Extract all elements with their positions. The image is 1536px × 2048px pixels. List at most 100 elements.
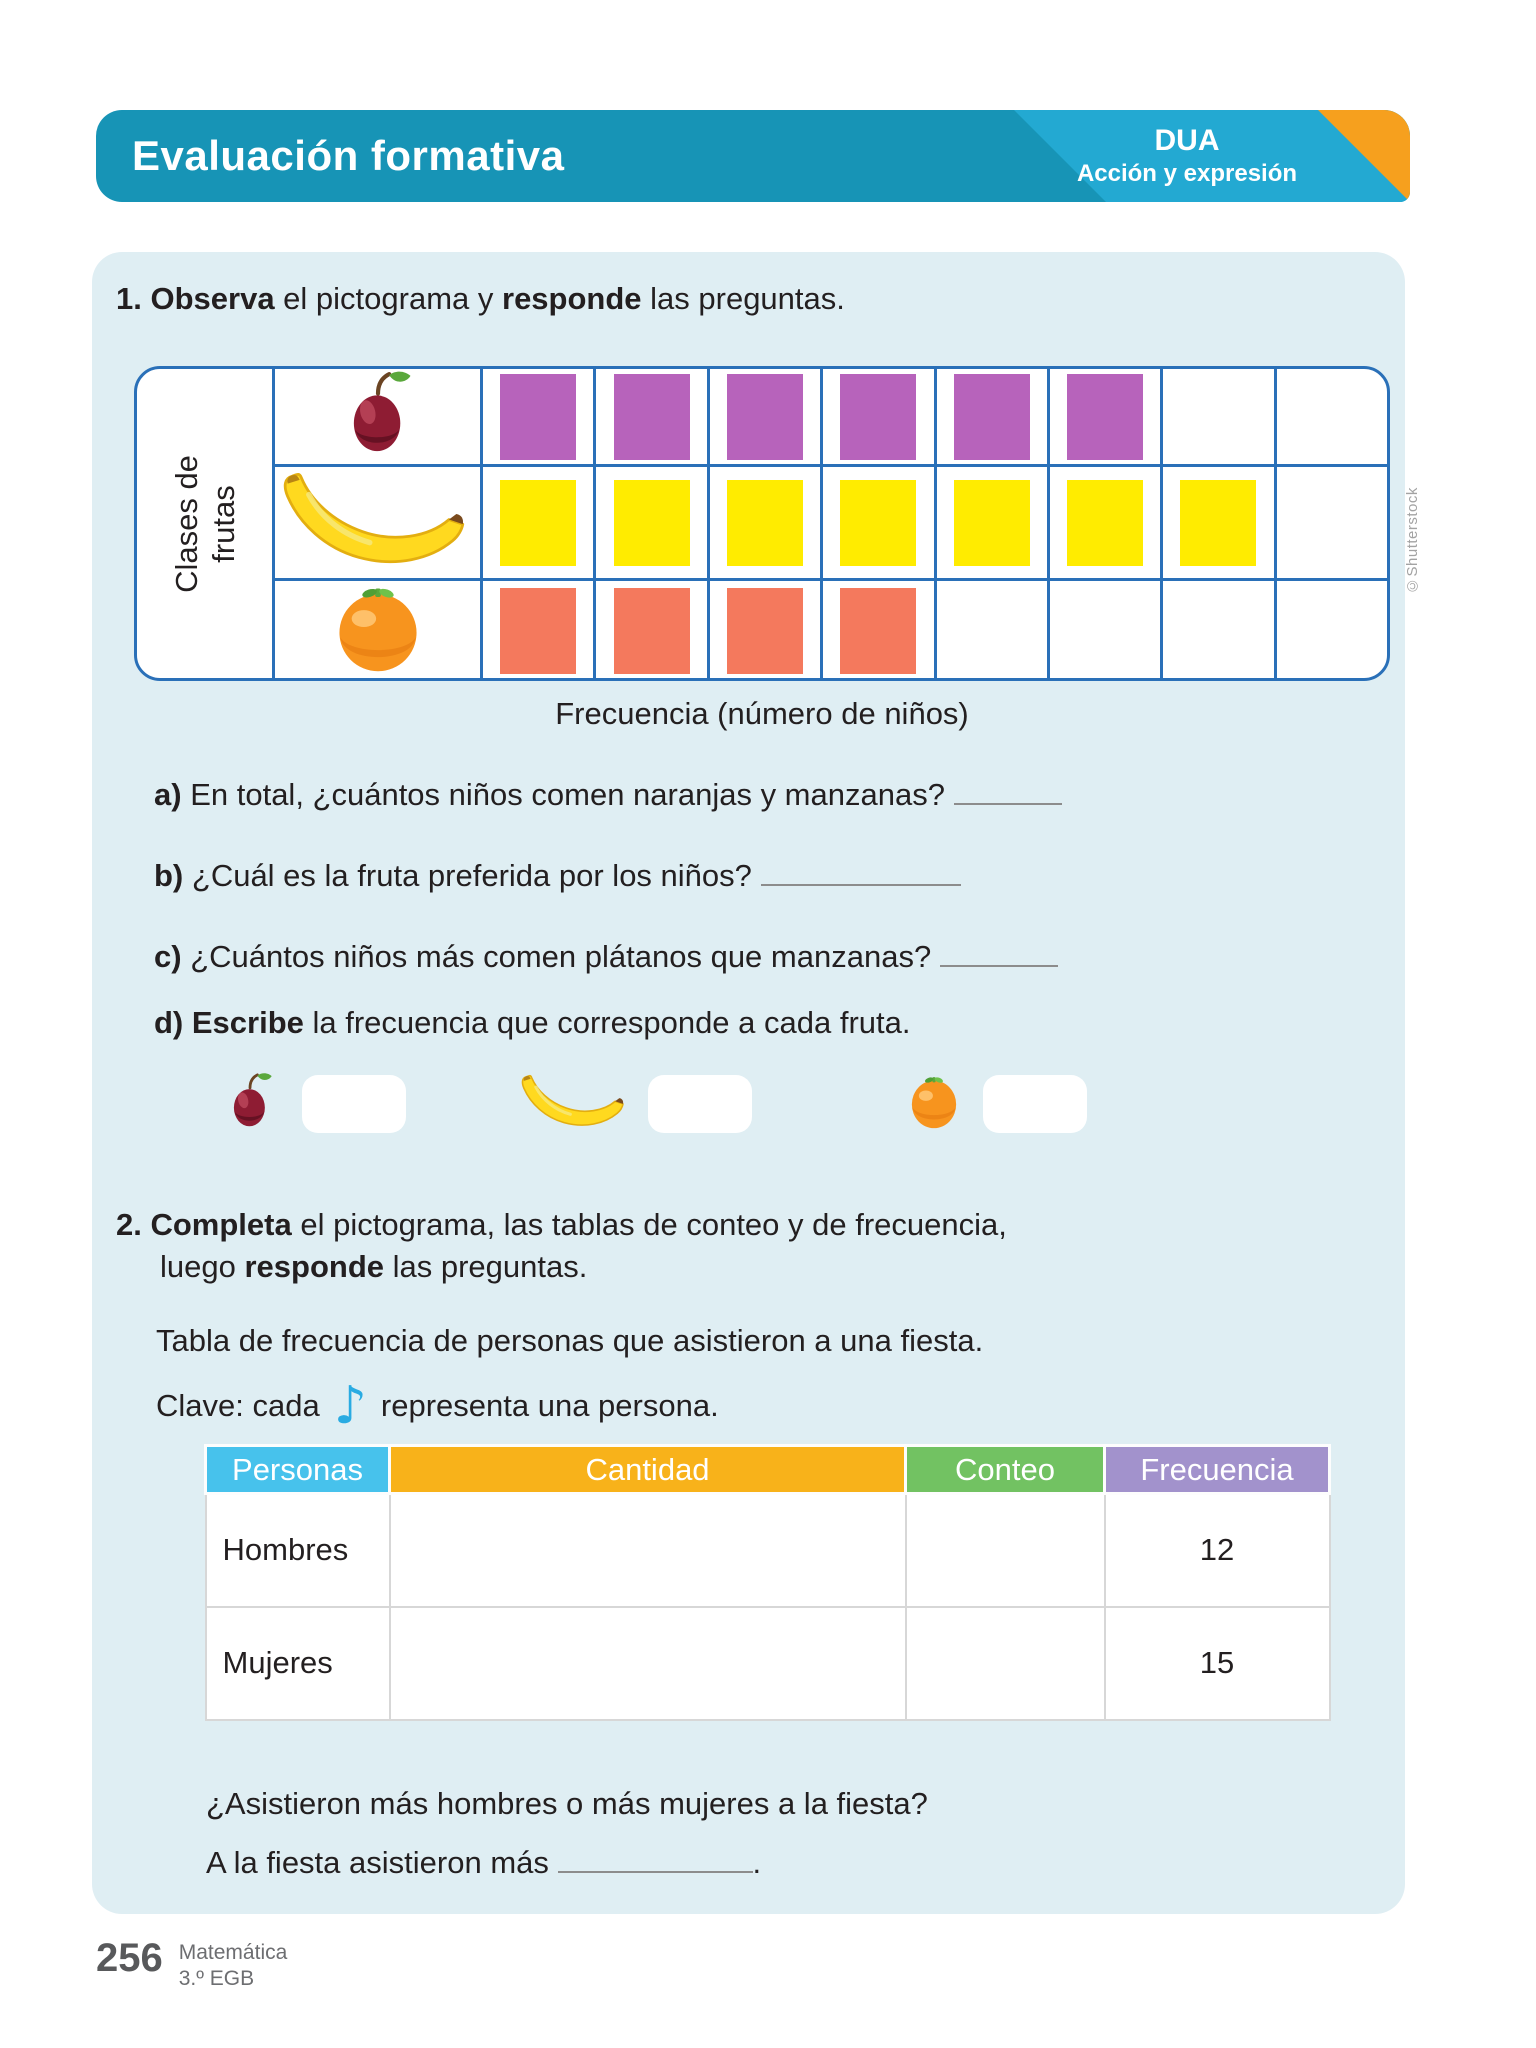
pictogram-square [613, 373, 690, 460]
pictogram-square [840, 373, 917, 460]
banana-icon [520, 1072, 630, 1137]
question-c: c) ¿Cuántos niños más comen plátanos que… [154, 935, 1385, 978]
cell-cantidad-hombres-input[interactable] [388, 1492, 907, 1608]
question-c-text: ¿Cuántos niños más comen plátanos que ma… [181, 939, 940, 974]
answer-blank-a[interactable] [953, 773, 1062, 805]
y-label-line1: Clases de [168, 454, 204, 593]
pictogram-square [1067, 479, 1144, 566]
pictogram-cell [1160, 467, 1273, 578]
apple-icon [224, 1072, 276, 1137]
exercise2-text1: el pictograma, las tablas de conteo y de… [291, 1207, 1007, 1242]
pictogram-square [953, 373, 1030, 460]
book-grade: 3.º EGB [178, 1967, 255, 1990]
exercise2-line2-post: las preguntas. [384, 1249, 588, 1284]
final-answer-line: A la fiesta asistieron más . [206, 1841, 1385, 1884]
cell-persona-hombres: Hombres [204, 1492, 391, 1608]
answer-blank-b[interactable] [760, 854, 961, 886]
pictogram-row-manzana [275, 369, 1387, 464]
pictogram-square [500, 373, 577, 460]
pictogram-y-axis: Clases de frutas [137, 369, 275, 678]
final-question: ¿Asistieron más hombres o más mujeres a … [206, 1785, 928, 1821]
pictogram-chart: Clases de frutas [134, 366, 1390, 681]
pictogram-cell [1046, 369, 1160, 464]
frequency-input-orange[interactable] [983, 1075, 1087, 1133]
pictogram-row-platano [275, 464, 1387, 578]
col-header-personas: Personas [204, 1444, 391, 1495]
pictogram-key: Clave: cada ♪ representa una persona. [156, 1380, 1385, 1432]
final-answer-pre: A la fiesta asistieron más [206, 1844, 558, 1880]
pictogram-cell [1046, 467, 1160, 578]
question-b-text: ¿Cuál es la fruta preferida por los niño… [183, 858, 761, 893]
key-text-pre: Clave: cada [156, 1388, 320, 1423]
pictogram-cell [593, 369, 706, 464]
dua-badge: DUA Acción y expresión [1022, 124, 1352, 188]
pictogram-cell [593, 581, 706, 678]
exercise2-heading-line2: luego responde las preguntas. [160, 1246, 1385, 1288]
book-subject: Matemática [178, 1941, 288, 1964]
question-b-label: b) [154, 858, 184, 893]
exercise1-number: 1. [116, 281, 142, 316]
frequency-input-apple[interactable] [302, 1075, 406, 1133]
fruit-cell-orange [275, 581, 480, 678]
pictogram-cell [820, 369, 933, 464]
pictogram-y-label: Clases de frutas [168, 455, 242, 593]
question-a-label: a) [154, 777, 182, 812]
question-d-bold: Escribe [183, 1005, 304, 1040]
frequency-input-banana[interactable] [648, 1075, 752, 1133]
final-answer-period: . [752, 1844, 762, 1880]
pictogram-square [613, 479, 690, 566]
question-c-label: c) [154, 939, 182, 974]
exercise1-bold-responde: responde [502, 281, 642, 316]
pictogram-cell [1046, 581, 1160, 678]
pictogram-square [500, 587, 577, 674]
cell-frecuencia-hombres: 12 [1103, 1492, 1331, 1608]
pictogram-cell [933, 467, 1047, 578]
exercise2-heading-line1: 2. Completa el pictograma, las tablas de… [116, 1204, 1385, 1246]
col-header-conteo: Conteo [904, 1444, 1106, 1495]
fruit-cell-apple [275, 369, 480, 464]
orange-icon [907, 1073, 961, 1136]
pictogram-square [1180, 479, 1257, 566]
key-text-post: representa una persona. [380, 1388, 719, 1423]
cell-conteo-mujeres-input[interactable] [904, 1605, 1106, 1721]
pictogram-cell [1273, 581, 1387, 678]
question-a: a) En total, ¿cuántos niños comen naranj… [154, 773, 1385, 816]
page-footer: 256 Matemática 3.º EGB [96, 1938, 287, 1992]
image-credit: ©Shutterstock [1404, 487, 1421, 594]
table-header-row: Personas Cantidad Conteo Frecuencia [204, 1444, 1331, 1495]
exercise1-text2: las preguntas. [641, 281, 845, 316]
exercise1-heading: 1. Observa el pictograma y responde las … [116, 278, 1385, 320]
question-d-text: la frecuencia que corresponde a cada fru… [303, 1005, 911, 1040]
question-d: d) Escribe la frecuencia que corresponde… [154, 1002, 1385, 1044]
pictogram-square [953, 479, 1030, 566]
banana-icon [280, 467, 476, 578]
pictogram-cell [706, 467, 820, 578]
pictogram-cell [933, 581, 1047, 678]
answer-blank-c[interactable] [939, 935, 1058, 967]
table-row-hombres: Hombres 12 [204, 1492, 1331, 1608]
col-header-cantidad: Cantidad [388, 1444, 907, 1495]
frequency-table: Personas Cantidad Conteo Frecuencia Homb… [204, 1444, 1331, 1721]
exercise2-line2-pre: luego [160, 1249, 245, 1284]
cell-frecuencia-mujeres: 15 [1103, 1605, 1331, 1721]
exercise2-number: 2. [116, 1207, 142, 1242]
pictogram-square [726, 479, 803, 566]
cell-conteo-hombres-input[interactable] [904, 1492, 1106, 1608]
exercise1-text1: el pictograma y [274, 281, 502, 316]
book-info: Matemática 3.º EGB [179, 1938, 288, 1992]
frequency-answer-row [112, 1066, 1385, 1142]
pictogram-cell [480, 581, 593, 678]
fruit-cell-banana [275, 467, 480, 578]
exercise2-bold-completa: Completa [150, 1207, 292, 1242]
dua-badge-subtitle: Acción y expresión [1076, 160, 1298, 187]
cell-persona-mujeres: Mujeres [204, 1605, 391, 1721]
pictogram-square [726, 587, 803, 674]
page-title: Evaluación formativa [132, 132, 565, 179]
pictogram-cell [480, 369, 593, 464]
cell-cantidad-mujeres-input[interactable] [388, 1605, 907, 1721]
pictogram-square [840, 479, 917, 566]
pictogram-grid [275, 369, 1387, 678]
page-number: 256 [96, 1936, 163, 1980]
pictogram-x-label: Frecuencia (número de niños) [555, 696, 969, 731]
final-answer-blank[interactable] [557, 1841, 753, 1873]
